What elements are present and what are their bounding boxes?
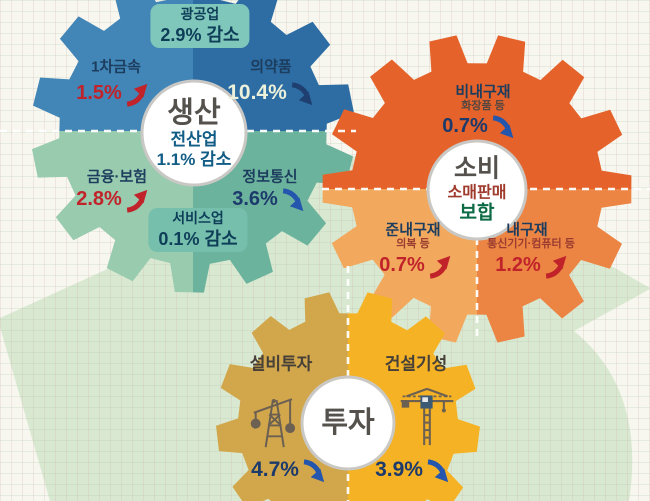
- consumption-item-label: 비내구재: [455, 83, 511, 101]
- consumption-item-sublabel: 의복 등: [396, 238, 430, 250]
- badge-label: 광공업: [180, 6, 220, 22]
- curved-up-arrow-icon: [125, 188, 150, 213]
- value-text: 10.4%: [227, 81, 287, 104]
- value-text: 1.5%: [76, 81, 122, 104]
- production-item-label: 정보통신: [242, 168, 298, 186]
- badge-value: 2.9% 감소: [160, 24, 240, 45]
- value-text: 3.9%: [375, 458, 423, 481]
- left-white-wedge: [0, 327, 50, 501]
- investment-item-label: 건설기성: [384, 354, 448, 374]
- curved-up-arrow-icon: [125, 82, 150, 107]
- badge-label: 서비스업: [172, 210, 224, 226]
- production-hub-text: 생산 전산업 1.1% 감소: [157, 96, 232, 170]
- gear-subvalue: 1.1% 감소: [156, 150, 232, 170]
- gear-subtitle: 전산업: [170, 130, 218, 150]
- value-text: 3.6%: [232, 187, 278, 210]
- badge-value: 0.1% 감소: [158, 228, 238, 249]
- consumption-item-value-row: 0.7%: [379, 251, 453, 279]
- gear-title: 투자: [321, 406, 375, 439]
- investment-hub-circle: [300, 375, 396, 471]
- investment-item-value-row: 4.7%: [251, 456, 327, 484]
- production-item-value-row: 10.4%: [227, 79, 315, 107]
- value-text: 0.7%: [442, 114, 488, 137]
- gear-title: 생산: [167, 96, 221, 129]
- value-text: 0.7%: [379, 253, 425, 276]
- curved-down-arrow-icon: [281, 188, 306, 213]
- investment-item-value-row: 3.9%: [375, 456, 451, 484]
- production-top-badge: 광공업 2.9% 감소: [150, 4, 250, 48]
- production-item-label: 1차금속: [91, 58, 141, 76]
- consumption-item-value-row: 0.7%: [442, 112, 516, 140]
- production-item-value-row: 1.5%: [76, 79, 150, 107]
- consumption-item-sublabel: 화장품 등: [461, 100, 505, 112]
- value-text: 1.2%: [495, 253, 541, 276]
- consumption-hub-text: 소비 소매판매 보합: [448, 155, 507, 226]
- investment-hub-text: 투자: [321, 406, 374, 440]
- investment-item-label: 설비투자: [249, 354, 313, 374]
- production-item-value-row: 3.6%: [232, 185, 306, 213]
- production-item-label: 의약품: [250, 58, 292, 76]
- right-white-cutout: [574, 289, 650, 501]
- gear-subtitle: 소매판매: [447, 184, 507, 202]
- curved-down-arrow-icon: [426, 459, 451, 484]
- consumption-item-value-row: 1.2%: [495, 251, 569, 279]
- curved-down-arrow-icon: [491, 115, 516, 140]
- production-hub-circle: [140, 79, 248, 187]
- production-item-label: 금융·보험: [86, 168, 148, 186]
- value-text: 2.8%: [76, 187, 122, 210]
- gear-subvalue: 보합: [459, 202, 495, 224]
- consumption-item-label: 내구재: [506, 221, 548, 239]
- consumption-hub-circle: [426, 139, 528, 241]
- production-bottom-badge: 서비스업 0.1% 감소: [148, 208, 248, 252]
- curved-up-arrow-icon: [544, 254, 569, 279]
- curved-up-arrow-icon: [428, 254, 453, 279]
- value-text: 4.7%: [251, 458, 299, 481]
- curved-down-arrow-icon: [290, 82, 315, 107]
- production-item-value-row: 2.8%: [76, 185, 150, 213]
- curved-down-arrow-icon: [302, 459, 327, 484]
- tower-crane-icon: [400, 387, 454, 446]
- oil-derrick-icon: [250, 398, 296, 448]
- consumption-item-label: 준내구재: [385, 221, 441, 239]
- consumption-item-sublabel: 통신기기·컴퓨터 등: [487, 238, 575, 250]
- gear-title: 소비: [453, 154, 501, 183]
